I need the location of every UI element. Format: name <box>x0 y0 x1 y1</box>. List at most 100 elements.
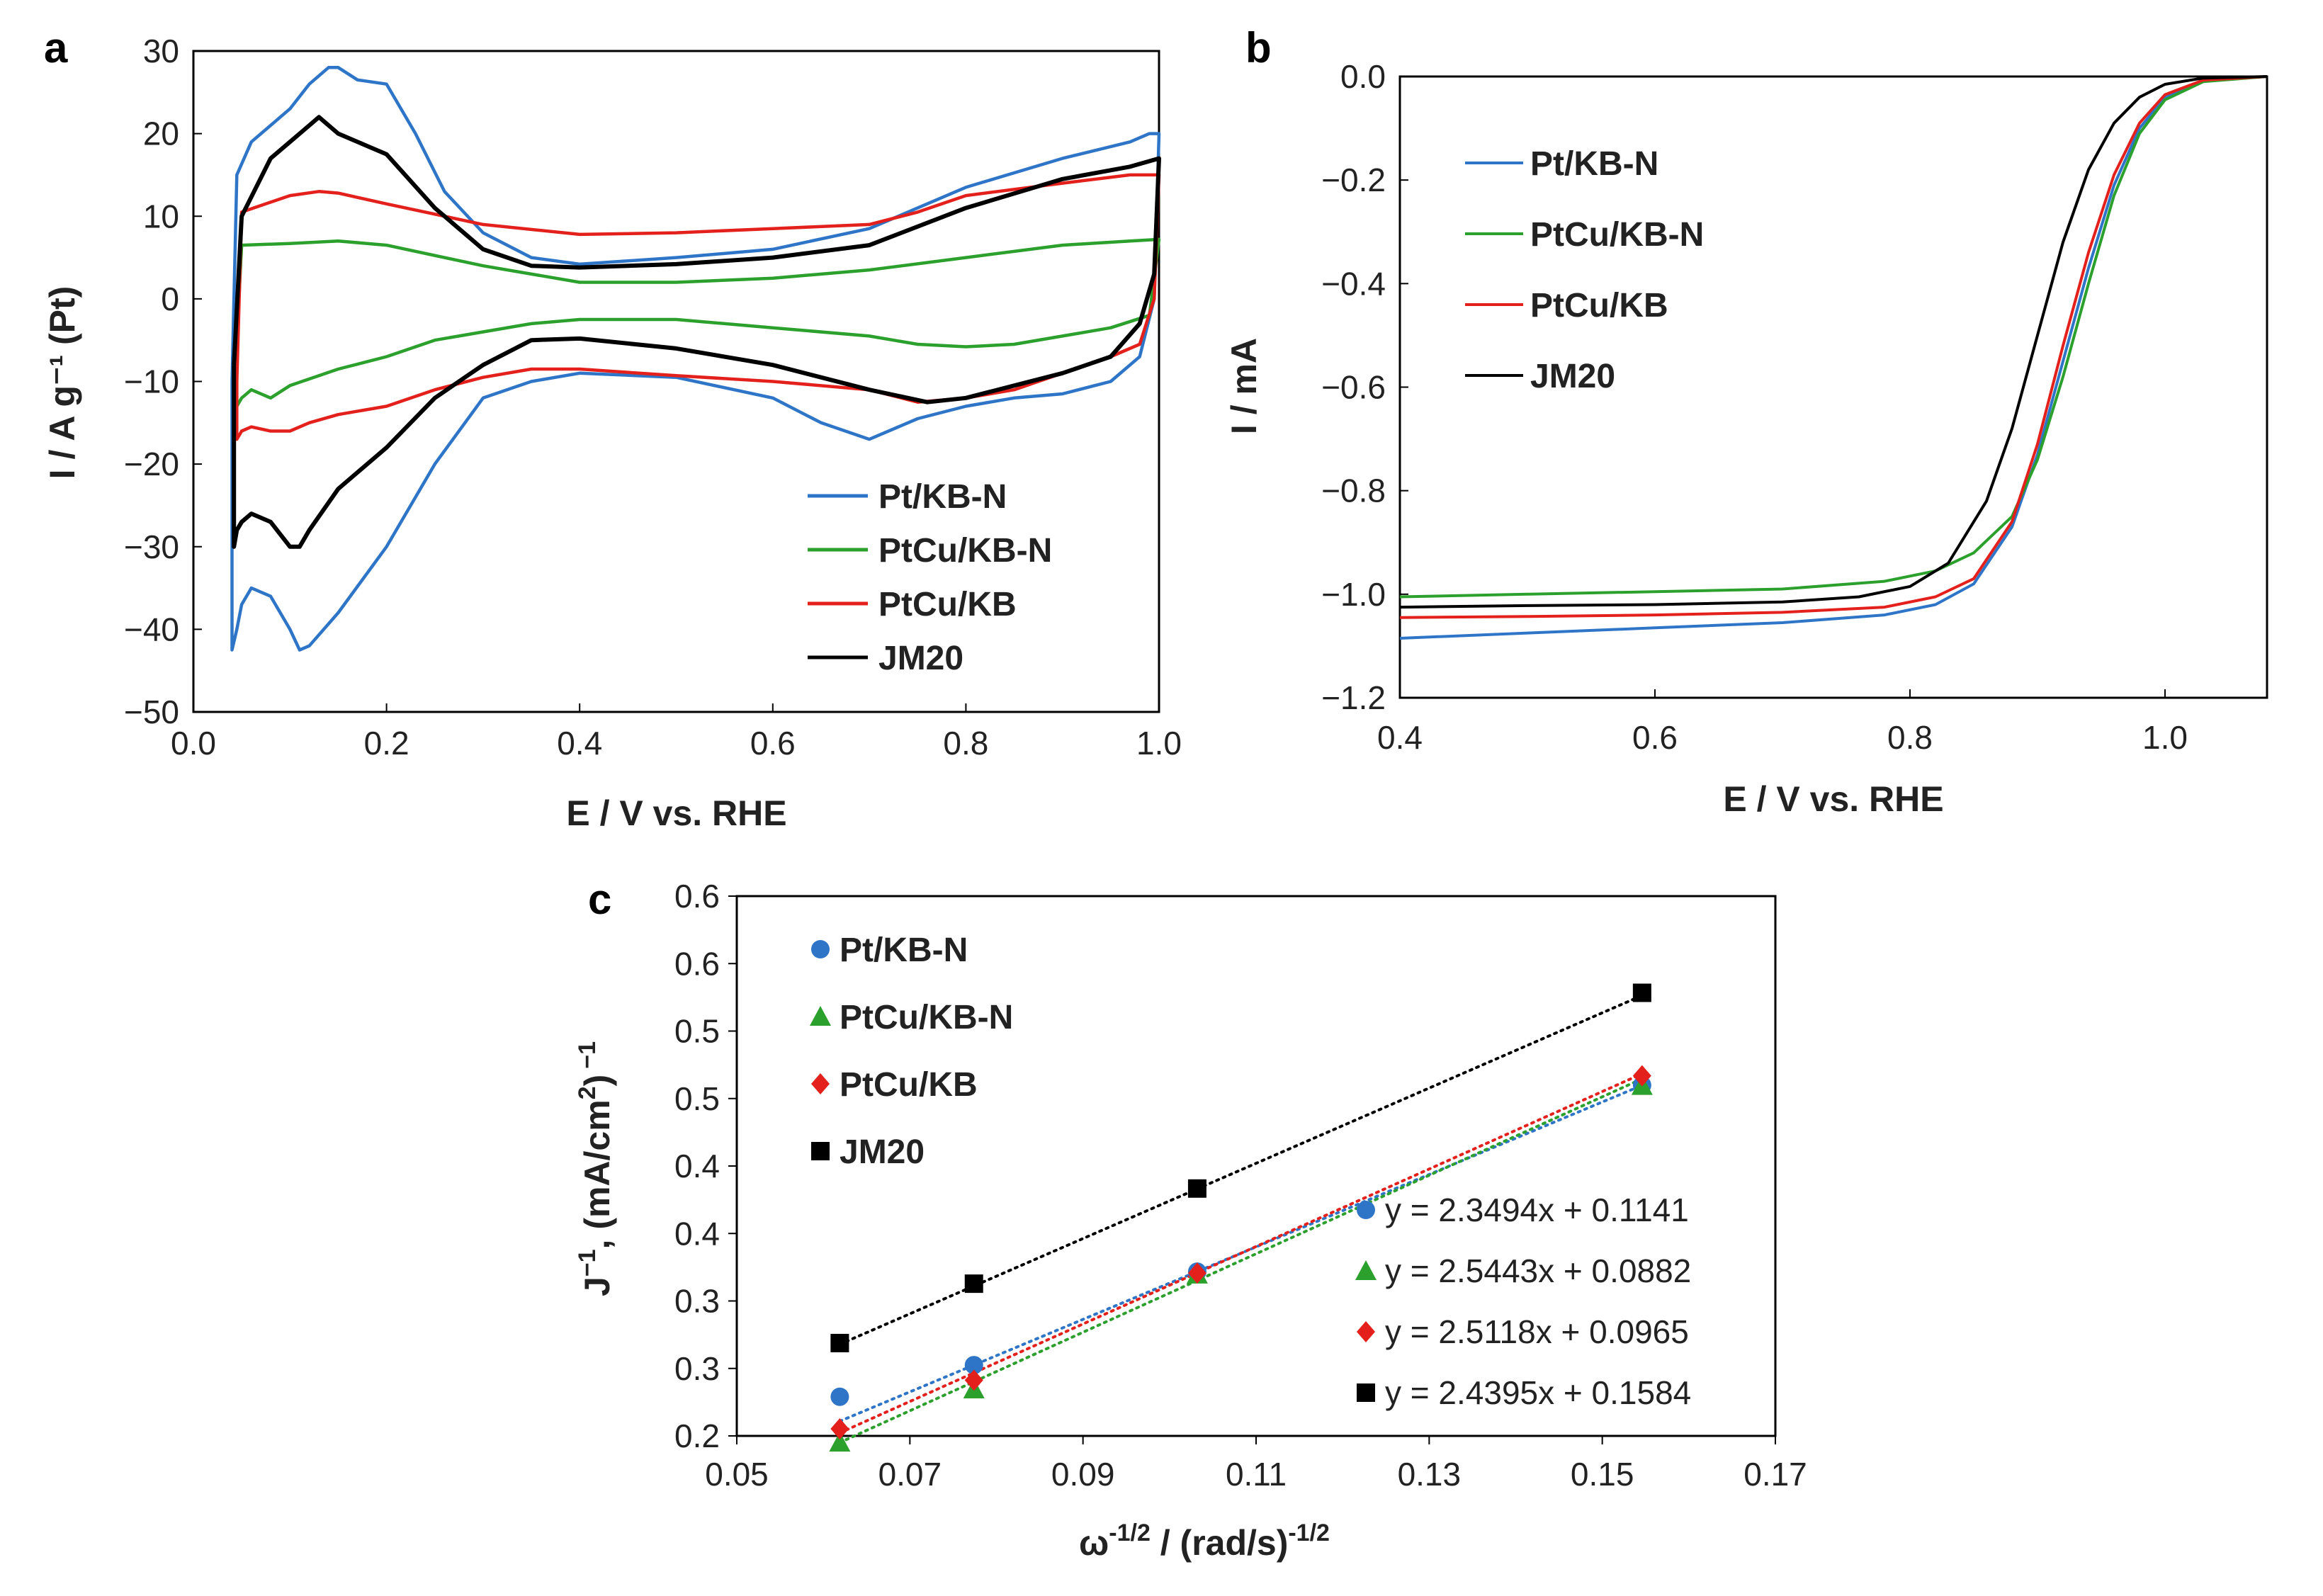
b-x-tick-label: 0.8 <box>1887 719 1933 756</box>
panel-b-series <box>1399 75 2268 640</box>
c-point-ptcu-kb <box>830 1417 849 1439</box>
c-y-tick-label: 0.6 <box>674 945 720 982</box>
b-x-tick-label: 1.0 <box>2142 719 2188 756</box>
c-equation-marker <box>1357 1383 1375 1402</box>
panel-b-legend: Pt/KB-N PtCu/KB-N PtCu/KB JM20 <box>1465 145 1704 395</box>
c-y-tick-label: 0.6 <box>674 878 720 915</box>
a-y-tick-label: 20 <box>143 115 179 152</box>
panel-a-label: a <box>44 24 68 72</box>
a-legend-label: PtCu/KB-N <box>878 532 1052 570</box>
a-series-ptcu-kb-n <box>235 237 1161 408</box>
panel-c-x-axis-label: ω-1/2 / (rad/s)-1/2 <box>1079 1519 1330 1563</box>
b-y-tick-label: −0.6 <box>1321 369 1386 406</box>
c-point-jm20 <box>830 1333 849 1352</box>
c-xlabel-b-sup: -1/2 <box>1288 1519 1330 1546</box>
panel-c-ticks: 0.05 0.07 0.09 0.11 0.13 0.15 0.17 0.6 0.6 0.5 0.5… <box>674 878 1807 1493</box>
panel-b-ticks: 0.4 0.6 0.8 1.0 0.0 −0.2 −0.4 −0.6 −0.8 −1.0 −1.2 <box>1321 58 2188 756</box>
a-y-tick-label: 0 <box>161 281 179 317</box>
a-x-tick-label: 0.0 <box>171 725 216 762</box>
c-y-tick-label: 0.4 <box>674 1148 720 1184</box>
panel-b-label: b <box>1245 24 1272 72</box>
a-x-tick-label: 1.0 <box>1136 725 1182 762</box>
panel-a-series <box>230 66 1161 652</box>
c-y-tick-label: 0.2 <box>674 1417 720 1454</box>
b-legend-label: PtCu/KB-N <box>1530 216 1704 254</box>
a-legend-label: PtCu/KB <box>878 586 1017 623</box>
panel-c-trendline-equations: y = 2.3494x + 0.1141 y = 2.5443x + 0.0882… <box>1355 1192 1691 1411</box>
c-equation-text: y = 2.5443x + 0.0882 <box>1385 1252 1691 1289</box>
panel-c-y-axis-label: J−1, (mA/cm2)−1 <box>574 1041 617 1296</box>
c-point-jm20 <box>1632 983 1651 1002</box>
c-point-ptcu-kb <box>1187 1262 1206 1284</box>
c-legend-label: PtCu/KB-N <box>840 999 1013 1036</box>
b-legend-label: PtCu/KB <box>1530 287 1668 324</box>
panel-a-ticks: 0.0 0.2 0.4 0.6 0.8 1.0 30 20 10 0 −10 −20 −30 −40 −50 <box>124 33 1182 762</box>
a-legend-label: JM20 <box>878 640 963 677</box>
c-equation-marker <box>1357 1321 1375 1342</box>
panel-c-points <box>829 983 1653 1452</box>
c-trendline-ptcu-kb-n <box>838 1077 1644 1444</box>
a-x-tick-label: 0.2 <box>364 725 409 762</box>
b-y-tick-label: −0.8 <box>1321 472 1386 509</box>
c-x-tick-label: 0.09 <box>1051 1456 1115 1493</box>
c-x-tick-label: 0.13 <box>1398 1456 1462 1493</box>
c-trendline-jm20 <box>838 994 1644 1346</box>
c-y-tick-label: 0.3 <box>674 1283 720 1320</box>
c-y-tick-label: 0.3 <box>674 1350 720 1387</box>
c-ylabel-a: J <box>577 1277 617 1296</box>
a-y-tick-label: 10 <box>143 198 179 234</box>
b-x-tick-label: 0.4 <box>1377 719 1423 756</box>
c-x-tick-label: 0.07 <box>878 1456 942 1493</box>
c-ylabel-b-sup: 2 <box>574 1086 601 1099</box>
c-point-ptcu-kb <box>1632 1065 1651 1087</box>
a-series-jm20 <box>232 115 1161 549</box>
c-ylabel-c-sup: −1 <box>574 1041 601 1069</box>
a-y-tick-label: −20 <box>124 446 179 482</box>
c-xlabel-a-sup: -1/2 <box>1109 1519 1151 1546</box>
c-legend-marker <box>810 1006 831 1026</box>
panel-c-legend: Pt/KB-N PtCu/KB-N PtCu/KB JM20 <box>810 932 1013 1171</box>
c-legend-label: JM20 <box>840 1133 925 1171</box>
c-point-ptcu-kb <box>964 1369 983 1391</box>
b-y-tick-label: −1.0 <box>1321 576 1386 613</box>
a-y-tick-label: −50 <box>124 694 179 730</box>
c-x-tick-label: 0.05 <box>705 1456 769 1493</box>
c-y-tick-label: 0.5 <box>674 1080 720 1117</box>
c-ylabel-b: , (mA/cm <box>577 1099 617 1249</box>
c-legend-marker <box>811 1142 830 1160</box>
b-y-tick-label: 0.0 <box>1340 58 1386 95</box>
panel-a-chart: a 0.0 0.2 0.4 0.6 0.8 1.0 30 20 10 0 −10 −20 −30 −40 −… <box>43 24 1182 833</box>
c-point-jm20 <box>1187 1179 1206 1198</box>
c-x-tick-label: 0.17 <box>1743 1456 1807 1493</box>
c-ylabel-c: ) <box>577 1075 617 1087</box>
a-x-tick-label: 0.4 <box>557 725 602 762</box>
a-series-pt-kb-n <box>230 66 1161 652</box>
c-equation-text: y = 2.5118x + 0.0965 <box>1385 1313 1689 1350</box>
a-x-tick-label: 0.6 <box>750 725 796 762</box>
c-y-tick-label: 0.4 <box>674 1215 720 1252</box>
b-y-tick-label: −0.2 <box>1321 162 1386 198</box>
a-y-tick-label: −10 <box>124 363 179 400</box>
c-legend-marker <box>811 940 830 958</box>
panel-c-chart: c 0.05 0.07 0.09 0.11 0.13 0.15 0.170.60.60.50… <box>574 876 1807 1563</box>
panel-a-y-axis-label: I / A g⁻¹ (Pt) <box>43 286 82 480</box>
a-series-ptcu-kb <box>235 173 1161 441</box>
panel-a-x-axis-label: E / V vs. RHE <box>566 793 786 833</box>
c-point-jm20 <box>964 1274 983 1294</box>
c-point-ptcu-kb-n <box>829 1432 851 1452</box>
c-point-pt-kb-n <box>964 1356 983 1375</box>
a-y-tick-label: 30 <box>143 33 179 69</box>
a-y-tick-label: −40 <box>124 611 179 647</box>
a-x-tick-label: 0.8 <box>943 725 988 762</box>
c-xlabel-b: / (rad/s) <box>1151 1523 1288 1563</box>
panel-b-y-axis-label: I / mA <box>1224 338 1264 434</box>
b-x-tick-label: 0.6 <box>1632 719 1678 756</box>
b-series-ptcu-kb-n <box>1399 75 2268 599</box>
c-ylabel-a-sup: −1 <box>574 1249 601 1277</box>
c-xlabel-a: ω <box>1079 1523 1109 1563</box>
c-y-tick-label: 0.5 <box>674 1013 720 1050</box>
panel-c-label: c <box>588 876 611 923</box>
a-legend-label: Pt/KB-N <box>878 478 1007 516</box>
c-legend-label: PtCu/KB <box>840 1066 978 1104</box>
c-equation-marker <box>1357 1201 1375 1219</box>
